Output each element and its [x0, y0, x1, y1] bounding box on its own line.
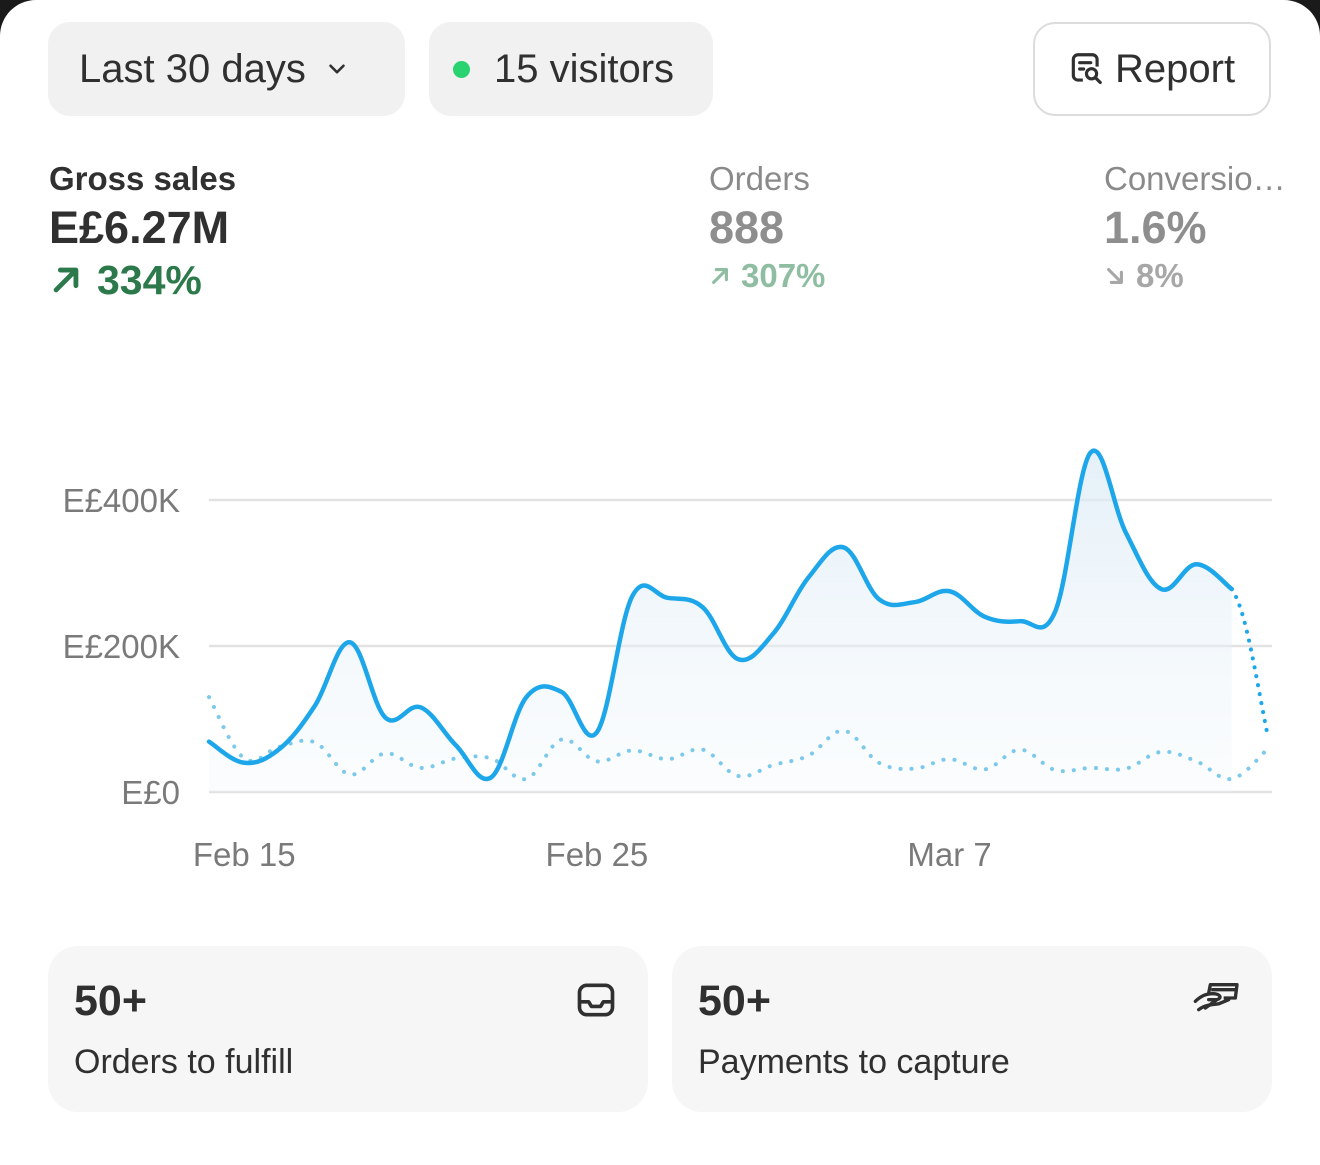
tile-count: 50+ — [74, 977, 147, 1025]
orders-to-fulfill-tile[interactable]: 50+ Orders to fulfill — [48, 946, 648, 1112]
arrow-up-right-icon — [712, 268, 728, 284]
arrow-up-right-icon — [53, 267, 79, 293]
arrow-down-right-icon — [1107, 268, 1123, 284]
report-label: Report — [1115, 46, 1236, 91]
payments-to-capture-tile[interactable]: 50+ Payments to capture — [672, 946, 1272, 1112]
date-range-label: Last 30 days — [79, 46, 306, 91]
metric-change-value: 307% — [741, 257, 826, 294]
tile-label: Orders to fulfill — [74, 1043, 294, 1081]
current-series-line — [206, 448, 1234, 782]
metric-change: 307% — [709, 256, 825, 296]
visitors-label: 15 visitors — [494, 46, 675, 91]
tile-label: Payments to capture — [698, 1043, 1010, 1081]
y-tick-label: E£0 — [121, 774, 180, 811]
live-visitors-badge[interactable]: 15 visitors — [429, 22, 713, 116]
x-tick-label: Feb 25 — [546, 836, 649, 873]
metric-value: 888 — [709, 202, 785, 253]
series-area-fill — [209, 450, 1232, 792]
metric-change: 334% — [49, 256, 236, 304]
metric-change: 8% — [1104, 256, 1320, 296]
metric-label: Conversio… — [1104, 160, 1286, 197]
chevron-down-icon — [329, 64, 345, 74]
x-tick-label: Feb 15 — [193, 836, 296, 873]
y-tick-label: E£400K — [63, 482, 180, 519]
metric-value: E£6.27M — [49, 202, 230, 253]
inbox-icon — [577, 983, 615, 1017]
x-tick-label: Mar 7 — [907, 836, 991, 873]
hand-payment-icon — [1193, 983, 1239, 1012]
y-tick-label: E£200K — [63, 628, 180, 665]
metric-label: Gross sales — [49, 160, 237, 197]
live-dot-icon — [453, 60, 470, 78]
metric-label: Orders — [709, 160, 810, 197]
metric-orders[interactable]: Orders 888 307% — [709, 160, 825, 296]
current-series-partial-segment — [1229, 587, 1269, 735]
gross-sales-chart: E£400K E£200K E£0 Feb 15 Feb 25 Mar 7 — [63, 448, 1272, 873]
metric-conversion[interactable]: Conversio… 1.6% 8% — [1104, 160, 1320, 296]
tile-count: 50+ — [698, 977, 771, 1025]
report-button[interactable]: Report — [1033, 22, 1271, 116]
date-range-selector[interactable]: Last 30 days — [48, 22, 405, 116]
metric-change-value: 8% — [1136, 257, 1184, 294]
metric-gross-sales[interactable]: Gross sales E£6.27M 334% — [49, 160, 236, 304]
comparison-series-line — [207, 695, 1269, 782]
report-search-icon — [1071, 53, 1102, 85]
metric-change-value: 334% — [97, 257, 202, 303]
metric-value: 1.6% — [1104, 202, 1207, 253]
